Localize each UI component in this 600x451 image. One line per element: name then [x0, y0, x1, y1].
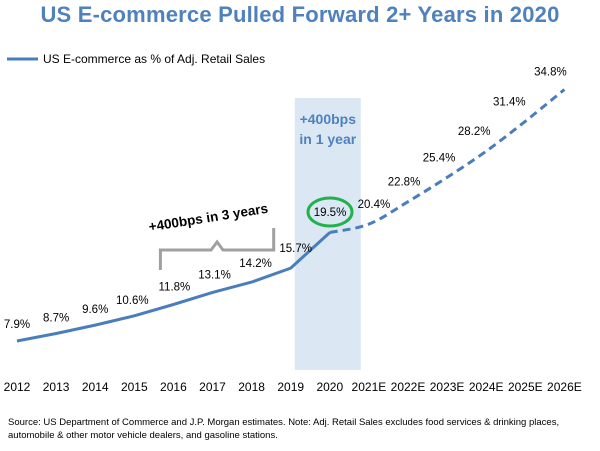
x-tick-2023E: 2023E [430, 380, 465, 394]
data-label-2026E: 34.8% [534, 66, 567, 78]
data-label-2015: 10.6% [116, 295, 149, 307]
x-tick-2012: 2012 [4, 380, 31, 394]
chart-title: US E-commerce Pulled Forward 2+ Years in… [40, 2, 560, 27]
x-tick-2024E: 2024E [469, 380, 504, 394]
data-label-2019: 15.7% [279, 243, 312, 255]
x-tick-2021E: 2021E [352, 380, 387, 394]
x-tick-2025E: 2025E [508, 380, 543, 394]
x-tick-2020: 2020 [316, 380, 343, 394]
data-label-2013: 8.7% [43, 313, 69, 325]
x-tick-2018: 2018 [238, 380, 265, 394]
source-note: Source: US Department of Commerce and J.… [8, 417, 560, 441]
data-label-2012: 7.9% [4, 319, 30, 331]
bracket-annotation-label: +400bps in 3 years [148, 201, 269, 235]
highlight-label-line2: in 1 year [299, 131, 356, 147]
data-label-2025E: 31.4% [493, 96, 526, 108]
highlight-label-line1: +400bps [300, 111, 357, 127]
data-label-2023E: 25.4% [423, 152, 456, 164]
x-tick-2019: 2019 [277, 380, 304, 394]
x-tick-2026E: 2026E [547, 380, 582, 394]
x-tick-2016: 2016 [160, 380, 187, 394]
data-label-2017: 13.1% [198, 269, 231, 281]
data-label-2018: 14.2% [239, 258, 272, 270]
x-tick-2022E: 2022E [391, 380, 426, 394]
x-tick-2013: 2013 [43, 380, 70, 394]
legend-label: US E-commerce as % of Adj. Retail Sales [43, 52, 265, 66]
series-line-estimated [329, 88, 566, 234]
highlight-circle [306, 196, 354, 228]
data-label-2014: 9.6% [82, 304, 108, 316]
data-label-2024E: 28.2% [458, 126, 491, 138]
bracket [158, 228, 276, 270]
x-tick-2017: 2017 [199, 380, 226, 394]
series-line-actual [16, 231, 331, 343]
data-label-2016: 11.8% [159, 282, 191, 294]
data-label-2022E: 22.8% [388, 177, 421, 189]
x-tick-2014: 2014 [82, 380, 109, 394]
x-tick-2015: 2015 [121, 380, 148, 394]
data-label-2020: 19.5% [314, 207, 347, 219]
data-label-2021E: 20.4% [358, 199, 391, 211]
